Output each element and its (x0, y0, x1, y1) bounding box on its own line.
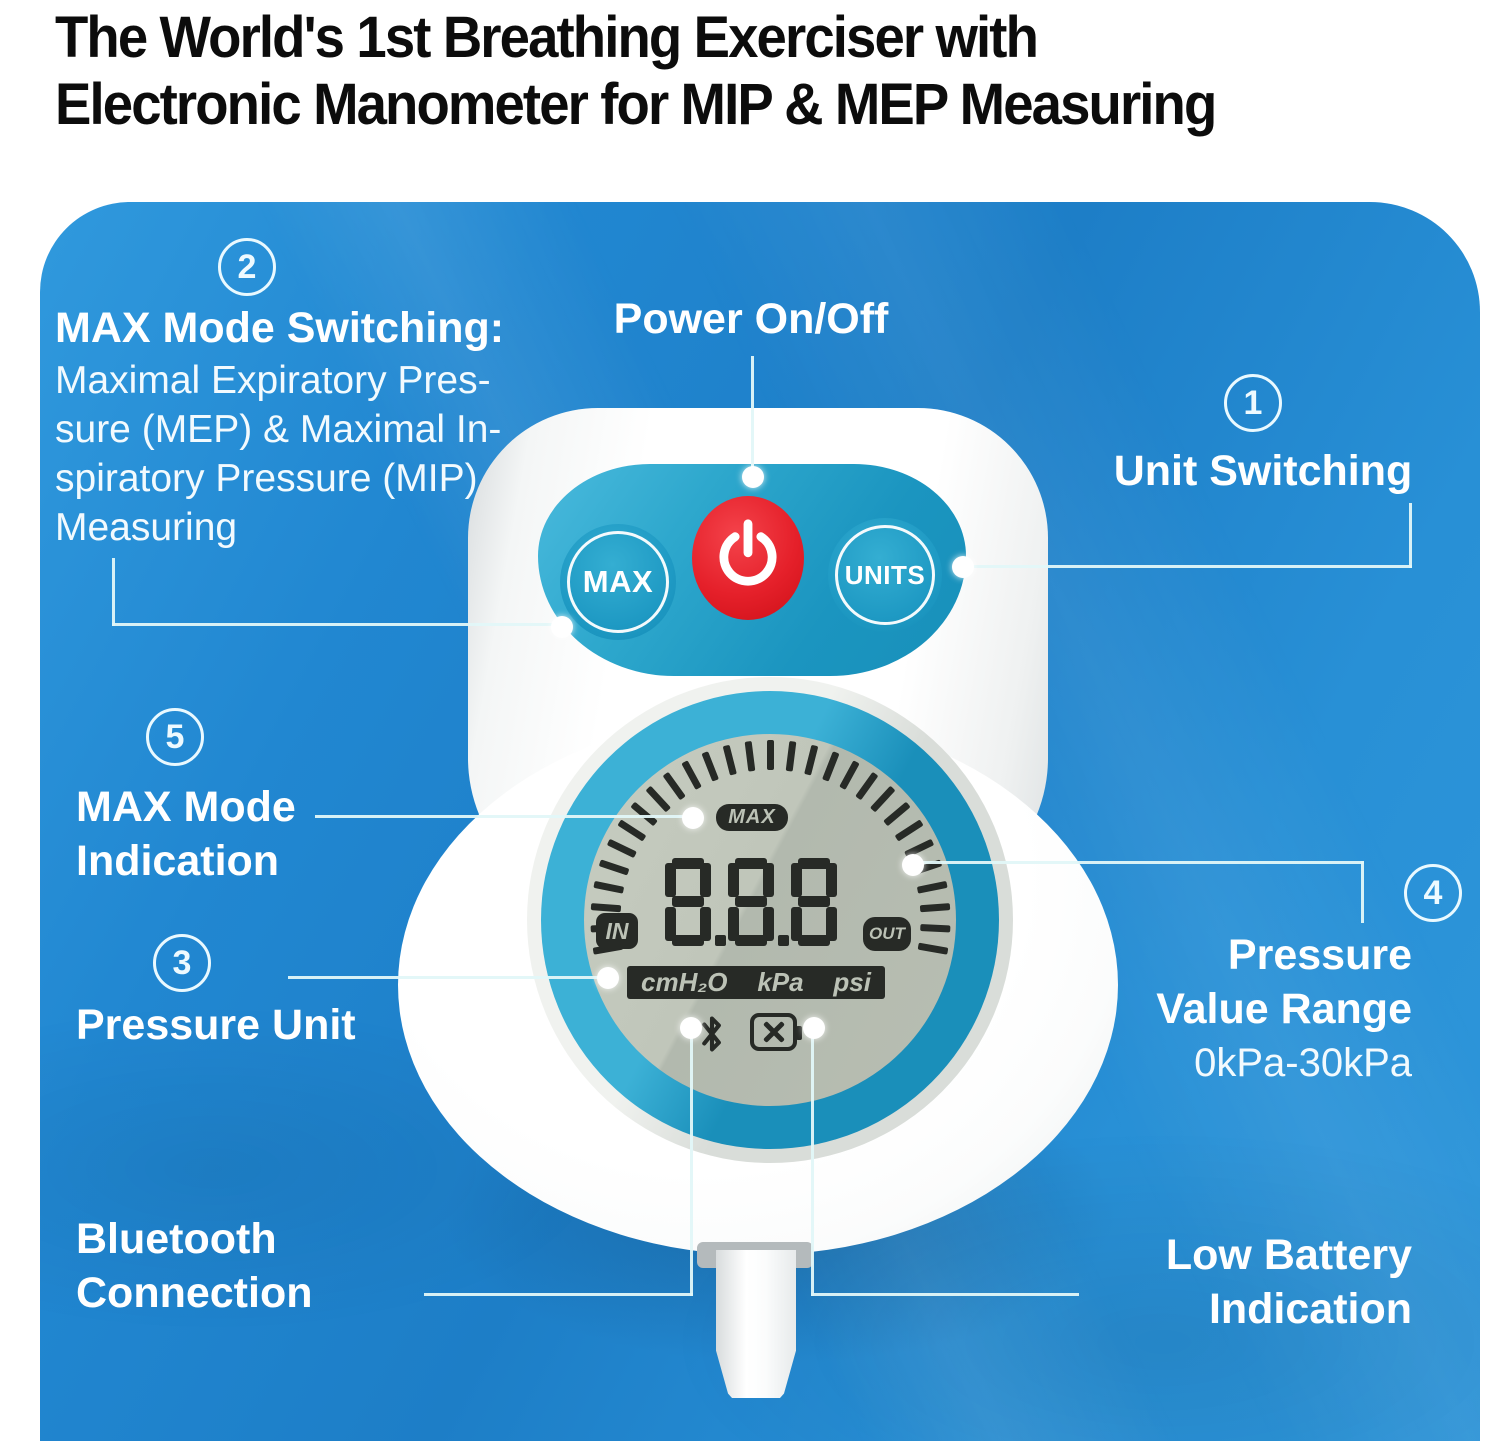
callout-line-range-h (918, 861, 1364, 864)
callout-line-maxswitch-v (112, 558, 115, 626)
max-mode-flag: MAX (716, 804, 788, 831)
pressure-unit-label: Pressure Unit (76, 1001, 356, 1049)
callout-line-power (751, 356, 754, 468)
label-line: Bluetooth (76, 1215, 277, 1263)
callout-line-units-h (966, 565, 1412, 568)
in-badge: IN (596, 913, 638, 949)
callout-line-lowbatt-v (811, 1036, 814, 1296)
in-badge-label: IN (605, 917, 629, 944)
max-mode-indication-label: MAX Mode Indication (76, 780, 296, 888)
power-label: Power On/Off (613, 295, 889, 343)
digit (665, 858, 726, 946)
decimal-point (778, 935, 789, 946)
callout-line-bt-h (424, 1293, 693, 1296)
power-button (692, 496, 804, 620)
desc-line: Maximal Expiratory Pres- (55, 359, 491, 402)
units-button-label: UNITS (844, 559, 926, 590)
gauge-tick (766, 740, 774, 770)
label-line: Low Battery (1165, 1231, 1412, 1279)
label-line: Pressure (1227, 931, 1412, 979)
unit-switching-label: Unit Switching (1113, 447, 1413, 495)
unit-psi-label: psi (833, 967, 871, 997)
title-line-1: The World's 1st Breathing Exerciser with (55, 5, 1039, 70)
callout-dot-battery (803, 1017, 825, 1039)
callout-dot-pressure-unit (597, 967, 619, 989)
pressure-value-range-label: Pressure Value Range 0kPa-30kPa (1156, 928, 1412, 1090)
callout-dot-range (902, 854, 924, 876)
label-line: Value Range (1156, 985, 1412, 1033)
number-badge-1-text: 1 (1243, 383, 1263, 422)
low-battery-icon (750, 1013, 802, 1051)
callout-line-bt-v (690, 1036, 693, 1296)
digit (728, 858, 789, 946)
max-mode-switching-description: Maximal Expiratory Pres- sure (MEP) & Ma… (55, 356, 501, 552)
number-badge-4-text: 4 (1423, 873, 1443, 912)
label-line: Indication (76, 837, 280, 885)
desc-line: spiratory Pressure (MIP) (55, 457, 478, 500)
callout-dot-units-button (952, 556, 974, 578)
power-icon (715, 518, 781, 598)
callout-dot-max-flag (682, 807, 704, 829)
callout-line-maxind-h (315, 815, 689, 818)
decimal-point (715, 935, 726, 946)
callout-line-punit-h (288, 976, 604, 979)
out-badge: OUT (863, 917, 911, 951)
number-badge-3-text: 3 (172, 943, 192, 982)
max-mode-switching-heading: MAX Mode Switching: (55, 304, 505, 352)
max-button-label: MAX (582, 564, 654, 599)
page-title: The World's 1st Breathing Exerciser with… (55, 4, 1217, 138)
callout-line-range-v (1361, 861, 1364, 923)
label-line: Connection (76, 1269, 313, 1317)
max-flag-label: MAX (728, 806, 776, 828)
seven-segment-readout (665, 858, 837, 946)
units-button: UNITS (828, 518, 942, 632)
low-battery-indication-label: Low Battery Indication (1166, 1228, 1412, 1336)
callout-dot-max-button (551, 616, 573, 638)
number-badge-3: 3 (153, 934, 211, 992)
pressure-units-bar: cmH₂O kPa psi (627, 966, 885, 999)
out-badge-label: OUT (869, 924, 905, 943)
bluetooth-icon (700, 1013, 724, 1060)
gauge-tick (919, 923, 950, 933)
desc-line: sure (MEP) & Maximal In- (55, 408, 502, 451)
callout-line-units-v (1409, 503, 1412, 568)
title-line-2: Electronic Manometer for MIP & MEP Measu… (55, 72, 1217, 137)
callout-line-lowbatt-h (811, 1293, 1079, 1296)
label-line: Indication (1208, 1285, 1412, 1333)
number-badge-2-text: 2 (237, 247, 257, 286)
number-badge-4: 4 (1404, 864, 1462, 922)
desc-line: Measuring (55, 506, 238, 549)
bluetooth-connection-label: Bluetooth Connection (76, 1212, 312, 1320)
number-badge-5-text: 5 (165, 717, 185, 756)
label-line: MAX Mode (76, 783, 296, 831)
max-button: MAX (560, 524, 676, 640)
callout-line-maxswitch-h (112, 623, 564, 626)
digit (791, 858, 837, 946)
device-mouthpiece-stem (716, 1250, 796, 1398)
number-badge-2: 2 (218, 238, 276, 296)
callout-dot-power (742, 466, 764, 488)
number-badge-5: 5 (146, 708, 204, 766)
unit-cmh2o-label: cmH₂O (641, 967, 728, 997)
number-badge-1: 1 (1224, 374, 1282, 432)
unit-kpa-label: kPa (757, 967, 804, 997)
pressure-range-value: 0kPa-30kPa (1194, 1041, 1412, 1085)
callout-dot-bluetooth (680, 1017, 702, 1039)
